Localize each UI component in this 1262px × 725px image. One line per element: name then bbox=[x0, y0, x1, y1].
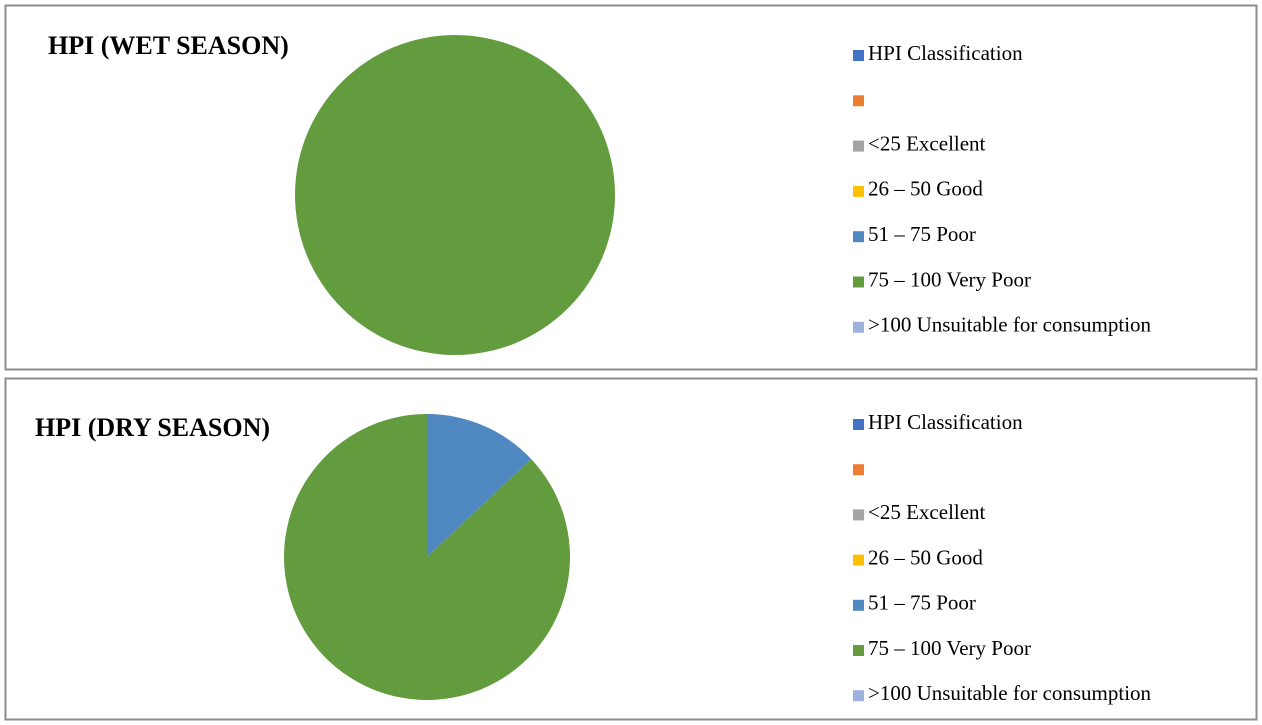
legend-label: 51 – 75 Poor bbox=[868, 591, 976, 615]
legend-label: 75 – 100 Very Poor bbox=[868, 636, 1031, 660]
legend-swatch bbox=[853, 321, 864, 333]
legend-label: 75 – 100 Very Poor bbox=[868, 267, 1031, 291]
pie-slice bbox=[284, 414, 570, 700]
legend-label: >100 Unsuitable for consumption bbox=[868, 313, 1152, 337]
legend-swatch bbox=[853, 50, 864, 61]
legend-label: HPI Classification bbox=[868, 410, 1023, 434]
legend-swatch bbox=[853, 690, 864, 702]
legend-swatch bbox=[853, 95, 864, 107]
legend-label: <25 Excellent bbox=[868, 500, 986, 524]
legend-label: 51 – 75 Poor bbox=[868, 222, 976, 246]
legend-label: HPI Classification bbox=[868, 41, 1023, 65]
legend-swatch bbox=[853, 464, 864, 476]
legend-label: 26 – 50 Good bbox=[868, 177, 983, 201]
legend-label: <25 Excellent bbox=[868, 131, 986, 155]
chart-frame bbox=[4, 4, 1258, 371]
legend-swatch bbox=[853, 554, 864, 566]
legend-swatch bbox=[853, 140, 864, 152]
legend-swatch bbox=[853, 599, 864, 611]
legend-label: 26 – 50 Good bbox=[868, 545, 983, 569]
legend-swatch bbox=[853, 645, 864, 656]
legend-swatch bbox=[853, 231, 864, 243]
legend-swatch bbox=[853, 276, 864, 288]
chart-frame bbox=[4, 377, 1258, 721]
legend-swatch bbox=[853, 185, 864, 197]
chart-title: HPI (WET SEASON) bbox=[48, 31, 289, 60]
pie-slice bbox=[427, 414, 532, 557]
chart-title: HPI (DRY SEASON) bbox=[35, 413, 270, 442]
legend-swatch bbox=[853, 419, 864, 430]
legend-label: >100 Unsuitable for consumption bbox=[868, 681, 1152, 705]
legend-swatch bbox=[853, 509, 864, 521]
pie-slice bbox=[295, 35, 615, 355]
